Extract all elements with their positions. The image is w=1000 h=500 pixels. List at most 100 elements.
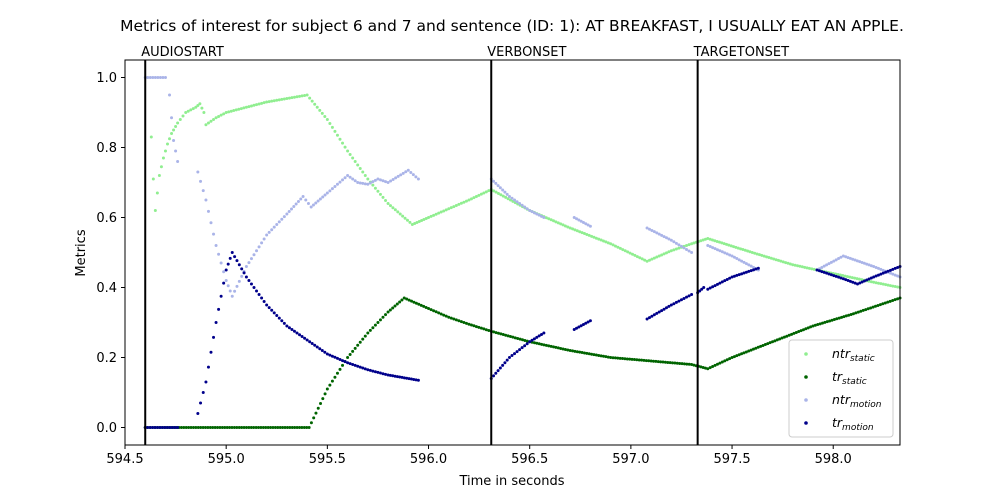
data-point	[832, 259, 836, 263]
data-point	[409, 377, 413, 381]
data-point	[742, 260, 746, 264]
data-point	[806, 326, 810, 330]
data-point	[204, 380, 208, 384]
data-point	[732, 255, 736, 259]
data-point	[549, 218, 553, 222]
data-point	[280, 319, 284, 323]
data-point	[832, 274, 836, 278]
data-point	[228, 426, 232, 429]
data-point	[623, 357, 627, 361]
data-point	[520, 346, 524, 350]
data-point	[507, 195, 511, 198]
data-point	[832, 318, 836, 322]
data-point	[775, 338, 779, 342]
data-point	[737, 353, 741, 357]
x-tick-label: 598.0	[815, 452, 852, 467]
data-point	[273, 426, 277, 429]
data-point	[891, 284, 895, 288]
data-point	[452, 317, 456, 321]
data-point	[728, 253, 732, 257]
data-point	[328, 121, 332, 125]
data-point	[305, 93, 309, 97]
data-point	[343, 145, 347, 149]
data-point	[361, 181, 365, 185]
data-point	[886, 300, 890, 304]
data-point	[851, 257, 855, 261]
data-point	[749, 348, 753, 352]
data-point	[638, 256, 642, 260]
data-point	[405, 218, 409, 222]
data-point	[462, 321, 466, 324]
data-point	[224, 111, 228, 114]
data-point	[415, 221, 419, 224]
data-point	[743, 248, 747, 252]
data-point	[571, 227, 575, 231]
data-point	[625, 357, 629, 361]
data-point	[717, 240, 721, 244]
data-point	[161, 156, 165, 160]
data-point	[839, 276, 843, 280]
data-point	[720, 280, 724, 284]
data-point	[723, 251, 727, 255]
data-point	[532, 337, 536, 341]
data-point	[168, 426, 172, 429]
data-point	[561, 347, 565, 351]
data-point	[573, 349, 577, 353]
data-point	[444, 208, 448, 212]
data-point	[552, 219, 556, 223]
data-point	[501, 333, 505, 337]
data-point	[706, 237, 710, 240]
data-point	[146, 426, 150, 429]
data-point	[292, 329, 296, 333]
data-point	[572, 216, 576, 219]
data-point	[368, 368, 372, 372]
data-point	[837, 257, 841, 261]
data-point	[645, 259, 649, 263]
data-point	[594, 353, 598, 357]
data-point	[305, 338, 309, 342]
data-point	[391, 374, 395, 378]
data-point	[424, 217, 428, 220]
data-point	[787, 333, 791, 337]
data-point	[752, 268, 756, 272]
data-point	[841, 277, 845, 281]
data-point	[865, 278, 869, 282]
data-point	[613, 244, 617, 248]
data-point	[680, 362, 684, 366]
data-point	[232, 109, 236, 113]
data-point	[308, 340, 312, 344]
data-point	[312, 416, 316, 420]
x-axis: 594.5 595.0 595.5 596.0 596.5 597.0 597.5 598.0	[106, 445, 852, 467]
data-point	[330, 379, 334, 383]
data-point	[482, 327, 486, 331]
data-point	[501, 363, 505, 367]
data-point	[149, 135, 153, 139]
data-point	[753, 251, 757, 255]
data-point	[585, 351, 589, 355]
data-point	[348, 153, 352, 156]
data-point	[657, 232, 661, 236]
y-tick-label: 0.2	[96, 351, 117, 366]
data-point	[682, 362, 686, 366]
data-point	[647, 227, 651, 231]
data-point	[666, 360, 670, 364]
data-point	[316, 199, 320, 203]
data-point	[206, 365, 210, 369]
data-point	[656, 360, 660, 364]
data-point	[153, 426, 157, 429]
data-point	[363, 367, 367, 371]
data-point	[718, 281, 722, 285]
data-point	[679, 298, 683, 302]
data-point	[720, 250, 724, 254]
data-point	[214, 116, 218, 120]
data-point	[381, 195, 385, 199]
data-point	[751, 347, 755, 351]
data-point	[677, 243, 681, 247]
data-point	[727, 243, 731, 247]
legend-marker	[804, 421, 808, 425]
data-point	[229, 109, 233, 113]
data-point	[156, 426, 160, 429]
data-point	[255, 249, 259, 253]
data-point	[700, 287, 704, 291]
data-point	[703, 366, 707, 370]
